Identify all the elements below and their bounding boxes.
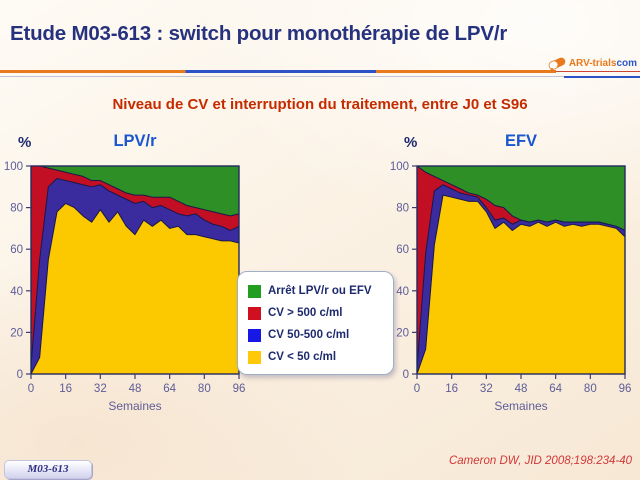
- x-tick-label: 80: [584, 383, 597, 395]
- legend-item: CV < 50 c/ml: [248, 346, 385, 368]
- study-badge: M03-613: [4, 460, 92, 479]
- area-cv-50-c-ml: [416, 194, 626, 375]
- legend-swatch: [248, 328, 261, 342]
- x-tick-label: 32: [480, 383, 493, 395]
- logo-text-primary: ARV-trials: [568, 58, 617, 69]
- x-tick-label: 32: [94, 383, 107, 395]
- legend-label: CV < 50 c/ml: [268, 351, 337, 363]
- slide-subtitle: Niveau de CV et interruption du traiteme…: [112, 96, 528, 113]
- legend: Arrêt LPV/r ou EFV CV > 500 c/ml CV 50-500…: [237, 271, 394, 375]
- legend-label: CV 50-500 c/ml: [268, 329, 350, 341]
- y-tick-label: 20: [10, 327, 23, 339]
- y-axis-unit-label: %: [404, 134, 418, 151]
- y-tick-label: 40: [396, 286, 409, 298]
- x-tick-label: 16: [445, 383, 458, 395]
- stacked-area-plot-lpvr: 0 20 40 60 80 100 0 16 32 48 64 80 96 Semaines: [4, 161, 246, 413]
- header-divider-top-right: [556, 71, 640, 72]
- header-divider-top: [0, 70, 556, 73]
- legend-swatch: [248, 284, 261, 298]
- stacked-area-plot-efv: 0 20 40 60 80 100 0 16 32 48 64 80 96 Semaines: [390, 161, 632, 413]
- legend-swatch: [248, 306, 261, 320]
- y-tick-label: 80: [396, 203, 409, 215]
- x-tick-label: 96: [233, 383, 246, 395]
- citation: Cameron DW, JID 2008;198:234-40: [448, 455, 632, 467]
- area-cv-50-c-ml: [30, 202, 240, 375]
- y-tick-label: 80: [10, 203, 23, 215]
- y-tick-label: 100: [390, 161, 409, 173]
- x-axis-label: Semaines: [108, 399, 161, 413]
- chart-efv: % EFV 0 20 40 60 80 100 0 16 32 48 64 80 96 Semaines: [386, 130, 640, 435]
- y-tick-label: 60: [396, 244, 409, 256]
- x-tick-label: 96: [619, 383, 632, 395]
- chart-title-efv: EFV: [504, 132, 538, 150]
- legend-label: Arrêt LPV/r ou EFV: [268, 285, 372, 297]
- x-tick-label: 0: [414, 383, 420, 395]
- header-divider-bottom-right: [564, 76, 640, 78]
- slide-title: Etude M03-613 : switch pour monothérapie…: [10, 22, 508, 45]
- y-tick-label: 100: [4, 161, 23, 173]
- y-tick-label: 0: [17, 369, 23, 381]
- x-tick-label: 64: [163, 383, 176, 395]
- header-divider-bottom: [0, 76, 640, 77]
- chart-lpvr: % LPV/r 0 20 40 60 80 100 0 16 32 48 64 80 96 Semaine…: [0, 130, 270, 435]
- chart-title-lpvr: LPV/r: [113, 132, 157, 150]
- legend-item: Arrêt LPV/r ou EFV: [248, 280, 385, 302]
- y-tick-label: 20: [396, 327, 409, 339]
- x-tick-label: 48: [129, 383, 142, 395]
- arv-trials-logo: ARV-trialscom: [547, 55, 637, 72]
- x-tick-label: 0: [28, 383, 34, 395]
- legend-item: CV > 500 c/ml: [248, 302, 385, 324]
- x-tick-label: 48: [515, 383, 528, 395]
- y-tick-label: 40: [10, 286, 23, 298]
- y-tick-label: 60: [10, 244, 23, 256]
- y-tick-label: 0: [403, 369, 409, 381]
- legend-swatch: [248, 350, 261, 364]
- x-axis-label: Semaines: [494, 399, 547, 413]
- legend-item: CV 50-500 c/ml: [248, 324, 385, 346]
- legend-label: CV > 500 c/ml: [268, 307, 343, 319]
- logo-text-secondary: com: [616, 58, 637, 69]
- pill-icon: [548, 57, 566, 71]
- x-tick-label: 80: [198, 383, 211, 395]
- logo-text: ARV-trialscom: [569, 58, 637, 69]
- y-axis-unit-label: %: [18, 134, 32, 151]
- x-tick-label: 64: [549, 383, 562, 395]
- x-tick-label: 16: [59, 383, 72, 395]
